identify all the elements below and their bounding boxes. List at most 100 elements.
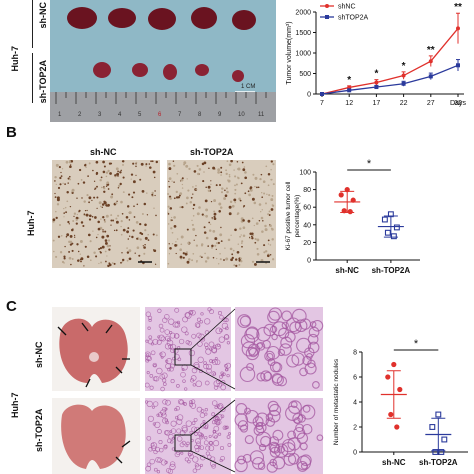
x-axis-unit: Days: [450, 100, 466, 107]
nucleus: [188, 258, 191, 261]
alveolus: [168, 366, 174, 372]
nucleus: [190, 196, 193, 199]
alveolus: [169, 332, 176, 339]
nucleus: [195, 185, 197, 187]
alveolus: [252, 456, 265, 470]
nucleus: [100, 186, 103, 189]
legend-label-shnc: shNC: [338, 4, 356, 11]
alveolus: [214, 359, 221, 366]
nucleus: [147, 239, 150, 241]
nucleus: [72, 228, 74, 230]
alveolus: [214, 419, 220, 425]
nucleus: [241, 161, 244, 164]
nucleus: [138, 254, 141, 257]
nucleus: [121, 261, 124, 263]
nucleus: [86, 255, 90, 258]
zoom-box-2: [174, 434, 192, 452]
panel-b-col1-label: sh-NC: [90, 147, 117, 157]
nucleus: [241, 240, 244, 243]
panel-a-row2-label: sh-TOP2A: [38, 60, 48, 104]
alveolus: [182, 379, 186, 383]
nucleus: [134, 252, 136, 254]
alveolus: [237, 314, 252, 329]
nucleus: [178, 194, 181, 197]
nucleus: [136, 246, 140, 249]
alveolus: [215, 327, 222, 335]
nucleus: [213, 199, 217, 203]
alveolus: [145, 339, 149, 343]
nucleus: [96, 185, 98, 188]
nucleus: [250, 235, 253, 238]
nucleus: [210, 246, 214, 249]
nucleus: [192, 215, 195, 217]
nucleus: [68, 250, 71, 253]
nucleus: [220, 166, 223, 169]
nucleus: [240, 182, 243, 185]
tumor: [93, 62, 111, 78]
data-point: [456, 63, 460, 68]
alveolus: [176, 414, 184, 421]
lung-photos: [52, 307, 140, 474]
alveolus: [153, 467, 158, 472]
alveolus: [211, 371, 216, 376]
nucleus: [234, 201, 236, 204]
nucleus: [232, 249, 235, 252]
alveolus: [176, 418, 183, 425]
nucleus: [113, 262, 116, 265]
nucleus: [193, 239, 195, 241]
nucleus: [88, 214, 92, 218]
alveolus: [257, 462, 266, 470]
alveolus: [153, 375, 160, 382]
alveolus: [166, 339, 174, 347]
nucleus: [235, 264, 238, 267]
data-point: [394, 424, 400, 430]
alveolus: [281, 321, 289, 329]
nucleus: [170, 227, 173, 230]
nucleus: [80, 221, 84, 224]
y-tick-label: 2: [353, 425, 357, 432]
nucleus: [122, 191, 125, 194]
alveolus: [197, 341, 203, 347]
y-tick-label: 6: [353, 375, 357, 382]
nucleus: [88, 162, 91, 165]
nucleus: [169, 207, 173, 210]
nucleus: [214, 244, 217, 247]
nucleus: [168, 180, 170, 183]
nucleus: [256, 247, 259, 250]
alveolus: [199, 445, 205, 451]
alveolus: [191, 426, 197, 433]
nucleus: [210, 183, 212, 186]
alveolus: [162, 382, 167, 386]
alveolus: [187, 341, 192, 346]
legend-marker-shnc: [325, 4, 329, 8]
nucleus: [121, 212, 124, 215]
nucleus: [148, 163, 151, 165]
alveolus: [244, 435, 254, 445]
nucleus: [202, 180, 205, 183]
nucleus: [203, 231, 207, 234]
tumor: [67, 7, 97, 29]
data-point: [381, 216, 388, 223]
nucleus: [198, 168, 202, 171]
nucleus: [220, 174, 222, 176]
nucleus: [78, 210, 80, 213]
nucleus: [54, 196, 57, 199]
tumor: [195, 64, 209, 76]
nucleus: [238, 197, 241, 201]
nucleus: [63, 262, 65, 264]
alveolus: [157, 412, 164, 418]
nucleus: [217, 241, 220, 245]
nucleus: [236, 250, 240, 254]
alveolus: [269, 458, 277, 467]
nucleus: [77, 250, 80, 253]
alveolus: [203, 361, 207, 365]
nucleus: [234, 188, 237, 191]
alveolus: [196, 332, 202, 338]
nucleus: [114, 174, 117, 177]
y-axis-label: percentage(%): [294, 195, 301, 238]
nucleus: [74, 236, 76, 238]
nucleus: [171, 219, 173, 221]
nucleus: [121, 160, 124, 163]
nucleus: [73, 212, 77, 215]
nucleus: [192, 203, 196, 207]
